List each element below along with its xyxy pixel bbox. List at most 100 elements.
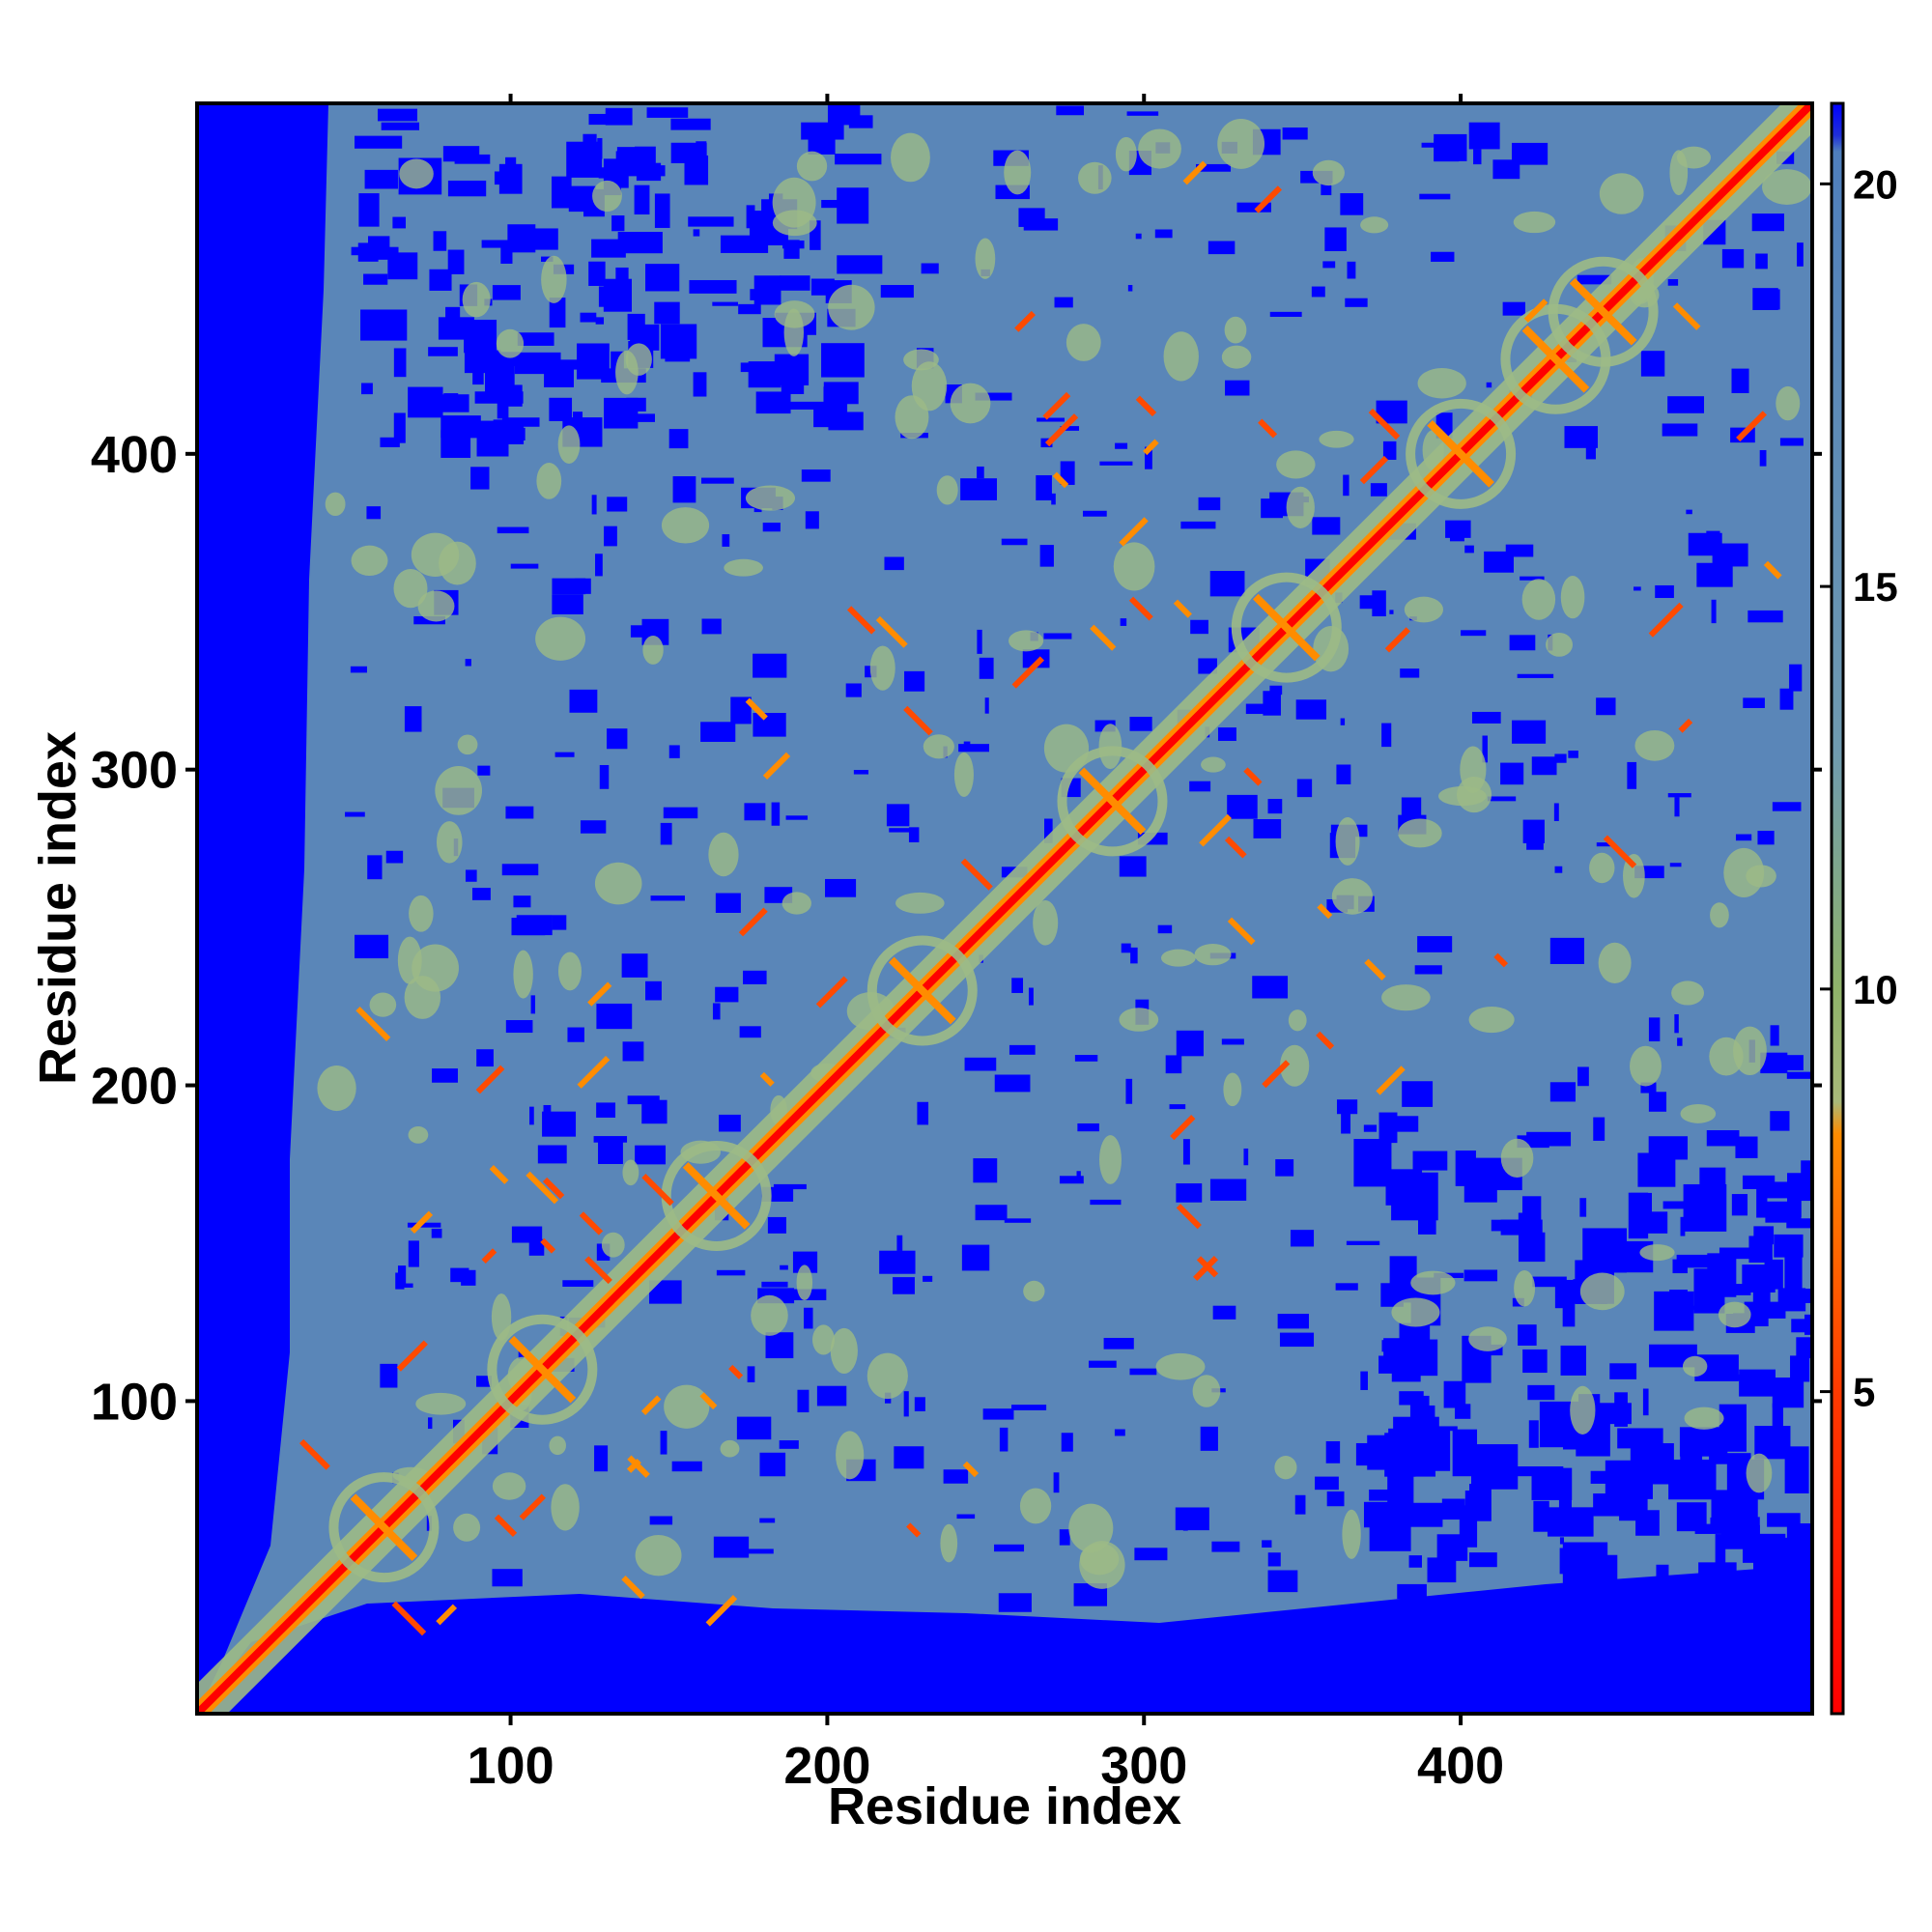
far-patch: [1531, 756, 1557, 776]
far-patch: [641, 1099, 668, 1124]
medium-patch: [708, 832, 739, 877]
far-patch: [1198, 497, 1221, 511]
far-patch: [1527, 1384, 1555, 1401]
far-patch: [1627, 761, 1637, 789]
contact-streak: [481, 1248, 497, 1264]
far-patch: [513, 895, 531, 908]
far-patch: [1018, 208, 1045, 227]
far-patch: [894, 1446, 924, 1469]
far-patch: [712, 301, 739, 306]
far-patch: [1403, 1339, 1438, 1377]
far-patch: [649, 1516, 673, 1525]
far-patch: [782, 240, 805, 249]
far-patch: [805, 511, 819, 529]
far-patch: [1686, 509, 1692, 515]
far-patch: [1585, 441, 1596, 460]
contact-streak: [1199, 813, 1232, 847]
far-patch: [465, 659, 471, 667]
contact-cross-line: [350, 1493, 418, 1561]
far-patch: [835, 154, 882, 165]
medium-patch: [1684, 1406, 1724, 1430]
medium-patch: [551, 1484, 580, 1531]
far-patch: [429, 269, 452, 291]
medium-patch: [1639, 1244, 1675, 1262]
far-patch: [595, 317, 605, 325]
secondary-structure-contacts: [298, 160, 1782, 1636]
far-patch: [360, 309, 408, 341]
far-patch: [688, 216, 734, 227]
far-patch: [596, 1003, 633, 1030]
far-patch: [1401, 797, 1422, 821]
far-patch: [404, 1283, 413, 1288]
medium-patch: [1163, 331, 1199, 382]
far-patch: [511, 918, 546, 936]
medium-patch: [661, 507, 710, 544]
medium-patch: [1201, 756, 1226, 773]
far-patch: [1468, 122, 1500, 150]
far-patch: [1772, 802, 1802, 811]
contact-cross-line: [1078, 767, 1147, 836]
medium-patch: [462, 281, 491, 318]
far-patch: [1577, 274, 1612, 285]
far-patch: [1784, 1446, 1809, 1493]
far-patch: [1212, 1305, 1236, 1320]
far-patch: [582, 133, 597, 162]
far-patch: [1380, 1116, 1419, 1132]
far-patch: [1491, 1219, 1535, 1232]
far-patch: [393, 348, 407, 378]
far-patch: [792, 1251, 818, 1273]
far-patch: [1471, 711, 1501, 724]
far-patch: [1779, 688, 1794, 710]
medium-patch: [1068, 1503, 1114, 1553]
medium-patch: [1065, 324, 1101, 361]
far-patch: [1296, 779, 1313, 798]
far-patch: [1389, 610, 1394, 614]
far-patch: [355, 934, 389, 959]
far-patch: [1667, 279, 1679, 286]
medium-patch: [1360, 216, 1389, 234]
far-patch: [1562, 1542, 1608, 1588]
far-patch: [1449, 536, 1464, 542]
contact-streak: [494, 1514, 518, 1537]
far-patch: [1165, 1055, 1182, 1074]
far-patch: [1385, 1169, 1423, 1206]
far-patch: [1680, 1216, 1686, 1236]
far-patch: [1672, 1259, 1688, 1274]
medium-patch: [751, 1294, 788, 1336]
y-tick-label-400: 400: [91, 426, 178, 484]
far-patch: [567, 1027, 584, 1042]
contact-streak: [1044, 413, 1079, 447]
far-patch: [1502, 301, 1525, 316]
far-patch: [960, 478, 998, 500]
far-patch: [1441, 1498, 1465, 1520]
far-patch: [1667, 396, 1705, 413]
far-patch: [1294, 1494, 1306, 1515]
far-patch: [693, 229, 700, 237]
contact-streak: [577, 1055, 611, 1089]
medium-patch: [1710, 902, 1729, 928]
far-patch: [1022, 649, 1050, 668]
far-patch: [801, 122, 844, 140]
far-patch: [510, 563, 539, 569]
medium-patch: [393, 569, 428, 609]
contact-streak: [1317, 903, 1333, 920]
far-patch: [660, 1431, 668, 1455]
far-patch: [1182, 1512, 1188, 1531]
far-patch: [366, 506, 382, 520]
far-patch: [975, 1205, 1008, 1221]
far-patch: [1564, 426, 1598, 448]
far-patch: [470, 467, 490, 490]
far-patch: [381, 122, 420, 130]
medium-patch: [1119, 1008, 1159, 1032]
contact-cross-line: [1569, 277, 1637, 346]
far-patch: [668, 429, 689, 449]
far-patch: [1469, 1484, 1482, 1509]
far-patch: [982, 1408, 1014, 1420]
medium-patch: [783, 308, 805, 356]
far-patch: [404, 706, 422, 732]
medium-patch: [1138, 128, 1181, 169]
far-patch: [1127, 285, 1133, 292]
far-patch: [747, 1548, 774, 1554]
far-patch: [1427, 1557, 1457, 1583]
far-patch: [1774, 1234, 1804, 1258]
